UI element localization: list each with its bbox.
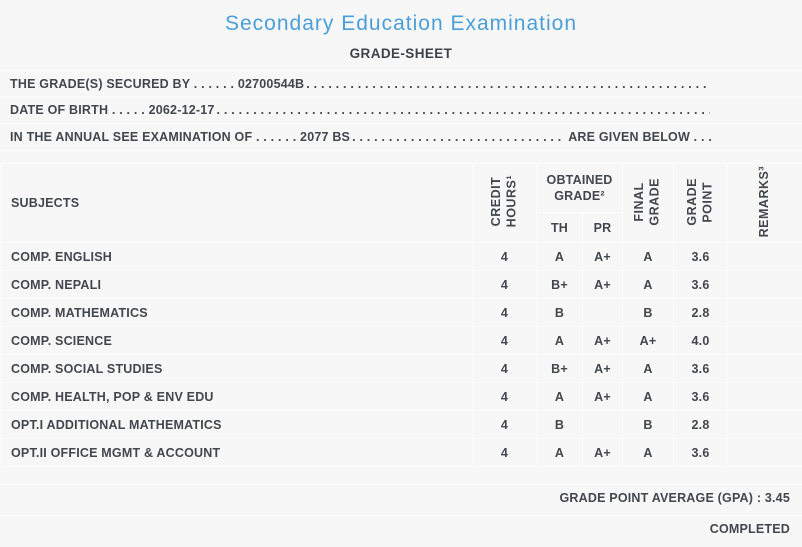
info-line-secured-by: THE GRADE(S) SECURED BY . . . . . . 0270… <box>0 70 802 97</box>
page-subtitle: GRADE-SHEET <box>349 46 453 61</box>
subject-cell: COMP. MATHEMATICS <box>0 298 473 327</box>
subject-cell: OPT.I ADDITIONAL MATHEMATICS <box>0 410 473 439</box>
pr-grade-cell: A+ <box>581 354 624 383</box>
final-grade-cell: A <box>622 242 675 271</box>
remarks-cell <box>727 298 802 327</box>
grade-point-cell: 3.6 <box>673 438 729 467</box>
dot-leader: . . . . . . . . . . . . . . . . . . . . … <box>306 76 710 91</box>
th-grade-cell: A <box>536 382 583 411</box>
pr-grade-cell: A+ <box>581 242 624 271</box>
final-grade-cell: B <box>622 298 675 327</box>
col-header-pr: PR <box>581 212 624 243</box>
remarks-line: REMARKS³ <box>757 165 772 238</box>
remarks-cell <box>727 242 802 271</box>
subject-cell: COMP. SCIENCE <box>0 326 473 355</box>
examination-text: IN THE ANNUAL SEE EXAMINATION OF . . . .… <box>10 130 351 144</box>
credit-cell: 4 <box>472 354 537 383</box>
table-row: COMP. HEALTH, POP & ENV EDU 4 A A+ A 3.6 <box>0 382 802 411</box>
col-header-subjects: SUBJECTS <box>0 163 473 243</box>
table-row: COMP. SOCIAL STUDIES 4 B+ A+ A 3.6 <box>0 354 802 383</box>
th-grade-cell: B <box>536 298 583 327</box>
remarks-cell <box>727 354 802 383</box>
credit-cell: 4 <box>472 410 537 439</box>
subject-cell: COMP. NEPALI <box>0 270 473 299</box>
completion-status: COMPLETED <box>0 515 802 541</box>
subject-cell: COMP. HEALTH, POP & ENV EDU <box>0 382 473 411</box>
subject-cell: OPT.II OFFICE MGMT & ACCOUNT <box>0 438 473 467</box>
th-grade-cell: B <box>536 410 583 439</box>
table-row: OPT.I ADDITIONAL MATHEMATICS 4 B B 2.8 <box>0 410 802 439</box>
gpa-total: GRADE POINT AVERAGE (GPA) : 3.45 <box>0 484 802 511</box>
col-header-th: TH <box>536 212 583 243</box>
table-row: COMP. MATHEMATICS 4 B B 2.8 <box>0 298 802 327</box>
table-row: OPT.II OFFICE MGMT & ACCOUNT 4 A A+ A 3.… <box>0 438 802 467</box>
final-grade-cell: A <box>622 382 675 411</box>
hours-line: HOURS¹ <box>504 175 519 228</box>
subject-cell: COMP. SOCIAL STUDIES <box>0 354 473 383</box>
table-row: COMP. SCIENCE 4 A A+ A+ 4.0 <box>0 326 802 355</box>
pr-grade-cell <box>581 298 624 327</box>
table-row: COMP. NEPALI 4 B+ A+ A 3.6 <box>0 270 802 299</box>
credit-cell: 4 <box>472 242 537 271</box>
date-of-birth-text: DATE OF BIRTH . . . . . 2062-12-17 <box>10 103 215 117</box>
th-grade-cell: A <box>536 326 583 355</box>
subject-cell: COMP. ENGLISH <box>0 242 473 271</box>
grade-point-cell: 3.6 <box>673 382 729 411</box>
final-grade-cell: A <box>622 438 675 467</box>
credit-cell: 4 <box>472 298 537 327</box>
th-grade-cell: A <box>536 438 583 467</box>
info-line-examination: IN THE ANNUAL SEE EXAMINATION OF . . . .… <box>0 124 802 151</box>
summary-section: GRADE POINT AVERAGE (GPA) : 3.45 COMPLET… <box>0 484 802 541</box>
final-grade-cell: A <box>622 354 675 383</box>
grade-point-cell: 3.6 <box>673 354 729 383</box>
info-line-date-of-birth: DATE OF BIRTH . . . . . 2062-12-17 . . .… <box>0 97 802 124</box>
pr-grade-cell: A+ <box>581 382 624 411</box>
grade-line: GRADE <box>648 177 663 226</box>
grade-point-cell: 3.6 <box>673 270 729 299</box>
credit-line: CREDIT <box>488 176 503 227</box>
grades-table: SUBJECTS CREDIT HOURS¹ OBTAINED GRADE² FI… <box>0 163 802 467</box>
grade-point-cell: 2.8 <box>673 298 729 327</box>
col-header-obtained-grade: OBTAINED GRADE² <box>535 163 624 213</box>
pr-grade-cell: A+ <box>581 270 624 299</box>
col-header-credit-hours: CREDIT HOURS¹ <box>472 163 537 243</box>
th-grade-cell: B+ <box>536 270 583 299</box>
remarks-cell <box>727 270 802 299</box>
pr-grade-cell: A+ <box>581 326 624 355</box>
are-given-below-text: ARE GIVEN BELOW . . . <box>568 130 712 144</box>
grade-point-cell: 3.6 <box>673 242 729 271</box>
grade-line: GRADE <box>684 177 699 226</box>
remarks-cell <box>727 438 802 467</box>
final-grade-cell: B <box>622 410 675 439</box>
th-grade-cell: B+ <box>536 354 583 383</box>
pr-grade-cell: A+ <box>581 438 624 467</box>
candidate-info-section: THE GRADE(S) SECURED BY . . . . . . 0270… <box>0 70 802 151</box>
remarks-cell <box>727 410 802 439</box>
secured-by-text: THE GRADE(S) SECURED BY . . . . . . 0270… <box>10 76 305 91</box>
pr-grade-cell <box>581 410 624 439</box>
final-line: FINAL <box>632 181 647 222</box>
col-header-grade-point: GRADE POINT <box>673 163 729 243</box>
final-grade-cell: A+ <box>622 326 675 355</box>
th-grade-cell: A <box>536 242 583 271</box>
remarks-cell <box>727 382 802 411</box>
grade-point-cell: 4.0 <box>673 326 729 355</box>
dot-leader: . . . . . . . . . . . . . . . . . . . . … <box>216 103 710 117</box>
credit-cell: 4 <box>472 438 537 467</box>
dot-leader: . . . . . . . . . . . . . . . . . . . . … <box>352 130 566 144</box>
col-header-final-grade: FINAL GRADE <box>622 163 675 243</box>
credit-cell: 4 <box>472 382 537 411</box>
point-line: POINT <box>700 181 715 222</box>
table-row: COMP. ENGLISH 4 A A+ A 3.6 <box>0 242 802 271</box>
credit-cell: 4 <box>472 270 537 299</box>
col-header-remarks: REMARKS³ <box>727 163 802 243</box>
page-title: Secondary Education Examination <box>224 12 578 35</box>
final-grade-cell: A <box>622 270 675 299</box>
grade-point-cell: 2.8 <box>673 410 729 439</box>
remarks-cell <box>727 326 802 355</box>
credit-cell: 4 <box>472 326 537 355</box>
